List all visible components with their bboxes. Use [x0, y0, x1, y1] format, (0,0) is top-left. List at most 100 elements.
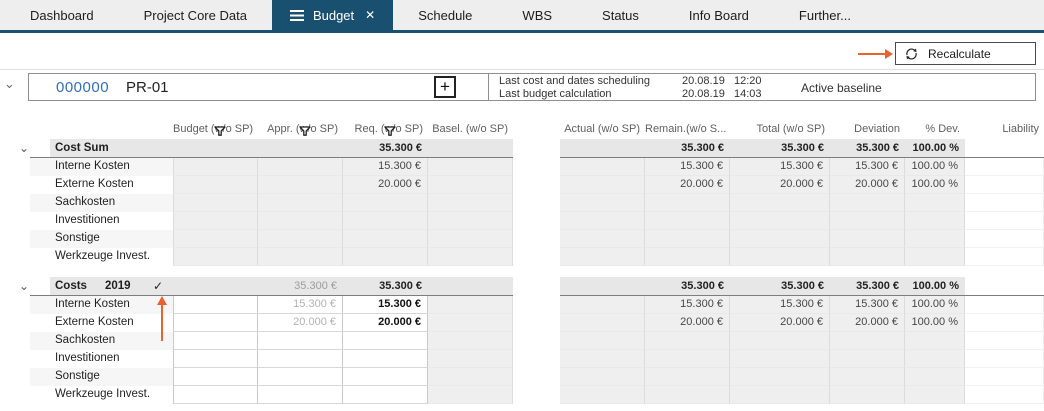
group-total-value: 35.300 €	[856, 280, 899, 292]
cell-total	[730, 350, 830, 368]
group-row-costs-2019[interactable]: ⌄ Costs 2019 ✓ 35.300 € 35.300 € 35.300 € 35.30…	[0, 277, 1044, 296]
tab-label: Info Board	[688, 7, 749, 23]
group-total-budget	[173, 277, 258, 296]
cell-budget[interactable]	[173, 296, 258, 314]
cell-appr[interactable]	[258, 368, 343, 386]
table-row-werkzeuge-invest: Werkzeuge Invest.	[0, 248, 1044, 266]
filter-icon[interactable]	[299, 126, 311, 136]
group-collapse-chevron-icon[interactable]: ⌄	[19, 279, 30, 293]
project-code: PR-01	[126, 79, 169, 96]
cell-actual	[560, 212, 645, 230]
group-total-value: 35.300 €	[781, 280, 824, 292]
group-row-background	[50, 139, 173, 158]
group-spacer	[0, 266, 1044, 277]
column-header-remain: Remain.(w/o S...	[645, 123, 727, 135]
cell-liability	[965, 386, 1044, 404]
tab-label: Schedule	[418, 7, 473, 23]
cell-deviation: 20.000 €	[830, 314, 905, 332]
group-total-basel	[428, 277, 513, 296]
info-time: 12:20	[734, 75, 762, 87]
filter-icon[interactable]	[214, 126, 226, 136]
row-label: Investitionen	[55, 214, 120, 226]
column-header-pdev: % Dev.	[925, 123, 960, 135]
tab-info-board[interactable]: Info Board	[664, 0, 774, 30]
cell-value: 15.300 €	[293, 298, 336, 310]
cell-liability	[965, 368, 1044, 386]
active-baseline-label: Active baseline	[801, 81, 882, 95]
column-header-appr: Appr. (w/o SP)	[267, 123, 338, 136]
row-label: Werkzeuge Invest.	[55, 250, 151, 262]
row-label: Externe Kosten	[55, 316, 134, 328]
cell-budget[interactable]	[173, 332, 258, 350]
cell-actual	[560, 176, 645, 194]
cell-budget[interactable]	[173, 350, 258, 368]
cell-value: 20.000 €	[378, 178, 421, 190]
arrow-head	[885, 49, 893, 59]
tab-wbs[interactable]: WBS	[497, 0, 577, 30]
tab-budget[interactable]: Budget ✕	[271, 0, 394, 30]
column-header-actual: Actual (w/o SP)	[564, 123, 640, 135]
tab-further[interactable]: Further...	[774, 0, 876, 30]
cell-req	[343, 230, 428, 248]
cell-req[interactable]: 15.300 €	[343, 296, 428, 314]
tab-schedule[interactable]: Schedule	[393, 0, 497, 30]
annotation-arrow-up	[157, 296, 167, 341]
cell-actual	[560, 296, 645, 314]
cell-budget[interactable]	[173, 314, 258, 332]
column-gap	[513, 368, 560, 386]
group-total-value: 100.00 %	[912, 142, 959, 154]
group-label: Cost Sum	[55, 142, 109, 154]
cell-basel	[428, 368, 513, 386]
cell-value: 20.000 €	[780, 178, 823, 190]
column-gap	[513, 332, 560, 350]
project-collapse-chevron-icon[interactable]: ⌄	[4, 76, 15, 91]
column-gap	[513, 296, 560, 314]
tab-label: WBS	[522, 7, 553, 23]
cell-req[interactable]: 20.000 €	[343, 314, 428, 332]
group-total-deviation: 35.300 €	[830, 139, 905, 158]
cell-req[interactable]	[343, 350, 428, 368]
info-date: 20.08.19	[682, 75, 725, 87]
recalculate-label: Recalculate	[928, 46, 991, 61]
cell-appr[interactable]	[258, 350, 343, 368]
cell-budget[interactable]	[173, 386, 258, 404]
cell-appr[interactable]	[258, 386, 343, 404]
cell-pdev: 100.00 %	[905, 296, 965, 314]
cell-value: 15.300 €	[780, 298, 823, 310]
group-total-pdev: 100.00 %	[905, 277, 965, 296]
cell-req	[343, 248, 428, 266]
group-label-cell: ⌄ Cost Sum	[0, 139, 173, 158]
divider	[488, 74, 489, 100]
cell-budget[interactable]	[173, 368, 258, 386]
cell-req[interactable]	[343, 368, 428, 386]
group-label: Costs	[55, 280, 87, 292]
cell-remain	[645, 386, 730, 404]
cell-value: 100.00 %	[911, 316, 958, 328]
cell-remain: 20.000 €	[645, 176, 730, 194]
cell-appr[interactable]: 20.000 €	[258, 314, 343, 332]
cell-appr[interactable]	[258, 332, 343, 350]
cell-req[interactable]	[343, 332, 428, 350]
cell-liability	[965, 296, 1044, 314]
tab-dashboard[interactable]: Dashboard	[5, 0, 119, 30]
tab-close-icon[interactable]: ✕	[365, 8, 376, 22]
cell-value: 15.300 €	[680, 298, 723, 310]
tab-status[interactable]: Status	[577, 0, 664, 30]
cell-remain	[645, 332, 730, 350]
add-button[interactable]: +	[434, 76, 456, 98]
group-total-req: 35.300 €	[343, 139, 428, 158]
refresh-icon	[904, 47, 919, 61]
group-row-cost-sum[interactable]: ⌄ Cost Sum 35.300 € 35.300 € 35.300 € 35.300 …	[0, 139, 1044, 158]
cell-basel	[428, 212, 513, 230]
cell-deviation	[830, 368, 905, 386]
recalculate-button[interactable]: Recalculate	[895, 42, 1036, 65]
cell-actual	[560, 230, 645, 248]
cell-appr[interactable]: 15.300 €	[258, 296, 343, 314]
cell-req[interactable]	[343, 386, 428, 404]
column-gap	[513, 277, 560, 296]
group-total-value: 35.300 €	[379, 142, 422, 154]
tab-project-core-data[interactable]: Project Core Data	[119, 0, 272, 30]
group-total-total: 35.300 €	[730, 139, 830, 158]
filter-icon[interactable]	[384, 126, 396, 136]
group-collapse-chevron-icon[interactable]: ⌄	[19, 141, 30, 155]
